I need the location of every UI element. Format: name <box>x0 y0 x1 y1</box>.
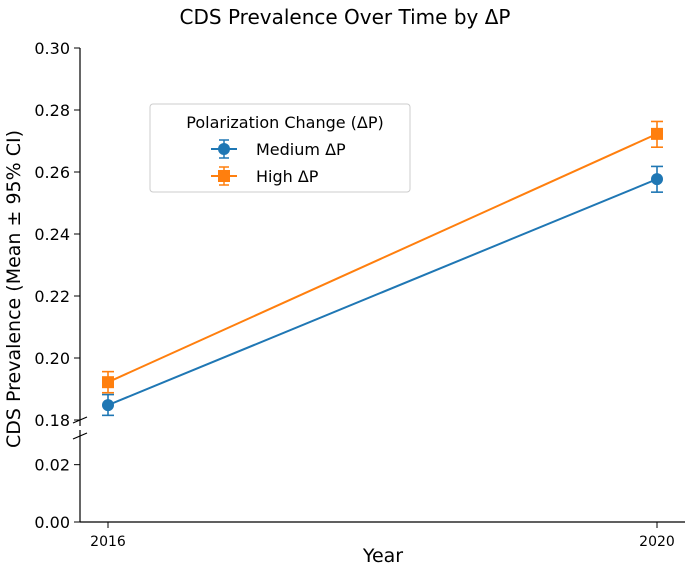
legend-item-high: High ΔP <box>211 166 319 186</box>
legend-item-medium: Medium ΔP <box>211 139 346 159</box>
y-tick-label: 0.00 <box>34 513 70 532</box>
y-axis-label: CDS Prevalence (Mean ± 95% CI) <box>3 130 25 448</box>
data-point <box>102 399 114 412</box>
y-tick-label: 0.18 <box>34 411 70 430</box>
data-point <box>102 376 114 389</box>
y-tick-label: 0.20 <box>34 349 70 368</box>
series-high <box>102 120 663 394</box>
y-tick-label: 0.22 <box>34 287 70 306</box>
x-tick-label: 2020 <box>639 534 675 550</box>
series-layer <box>102 120 663 417</box>
legend-box <box>149 103 411 193</box>
legend-label: High ΔP <box>256 167 319 186</box>
y-tick-label: 0.26 <box>34 163 70 182</box>
y-tick-label: 0.24 <box>34 225 70 244</box>
y-tick-label: 0.28 <box>34 101 70 120</box>
axes: 0.18 0.20 0.22 0.24 0.26 0.28 0.30 0.00 0.02 2016… <box>34 39 685 550</box>
axis-break-mark <box>72 432 88 440</box>
x-tick-label: 2016 <box>90 534 126 550</box>
legend-marker <box>218 143 230 155</box>
data-point <box>651 173 663 186</box>
chart-title: CDS Prevalence Over Time by ΔP <box>180 5 511 29</box>
legend-items: Medium ΔP High ΔP <box>211 139 346 186</box>
series-line <box>107 132 658 384</box>
legend: Polarization Change (ΔP) Medium ΔP High Δ… <box>149 103 411 193</box>
series-line <box>107 178 658 407</box>
y-tick-label: 0.02 <box>34 456 70 475</box>
y-tick-label: 0.30 <box>34 39 70 58</box>
data-point <box>651 127 663 140</box>
legend-label: Medium ΔP <box>256 140 346 159</box>
legend-title: Polarization Change (ΔP) <box>186 113 384 132</box>
series-medium <box>102 165 663 417</box>
legend-marker <box>218 170 230 182</box>
x-axis-label: Year <box>362 545 403 566</box>
